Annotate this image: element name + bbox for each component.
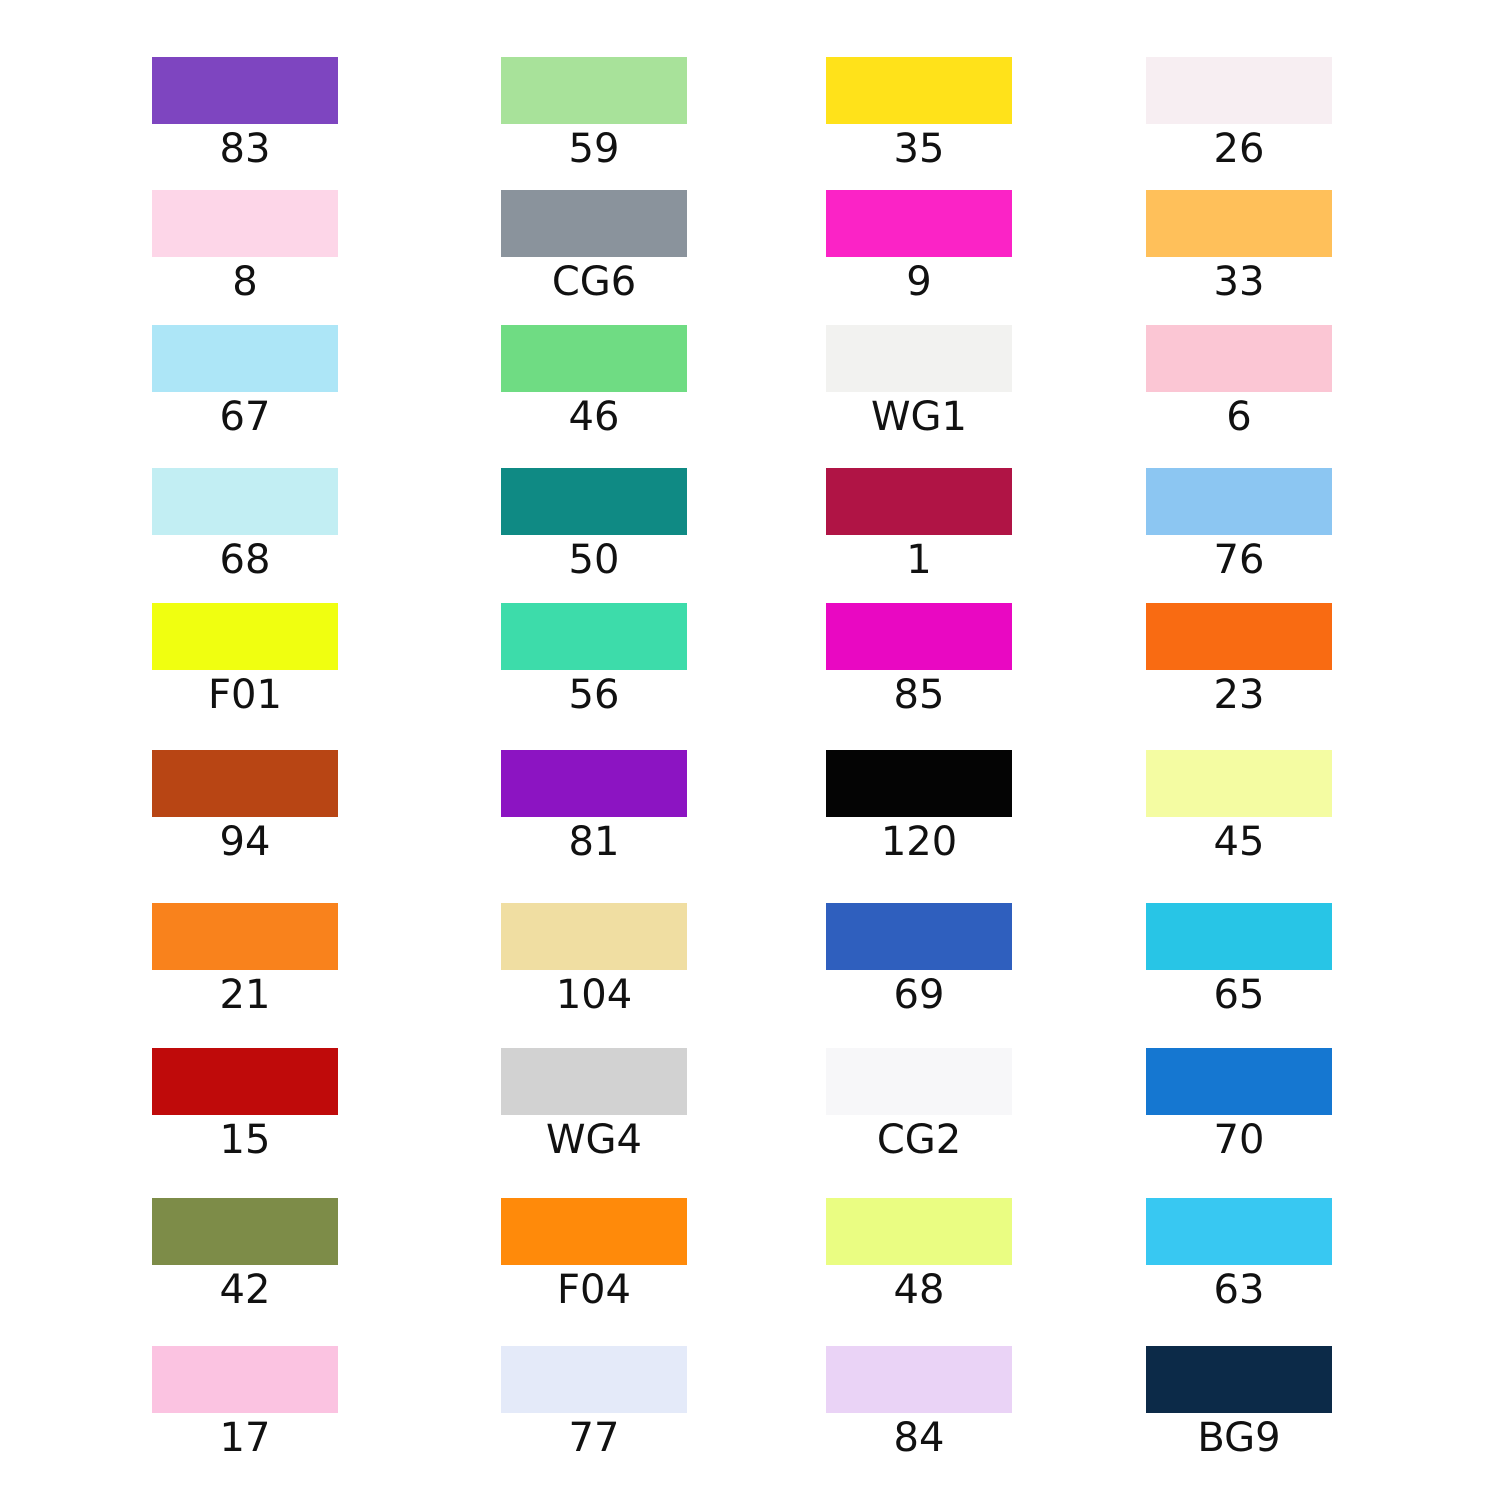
swatch-label: 26 (1214, 126, 1265, 172)
color-swatch (1146, 190, 1332, 257)
color-swatch (152, 190, 338, 257)
color-swatch (501, 468, 687, 535)
swatch-label: 104 (556, 972, 632, 1018)
swatch-label: 6 (1226, 394, 1251, 440)
swatch-label: 33 (1214, 259, 1265, 305)
color-swatch (826, 325, 1012, 392)
color-swatch (501, 1346, 687, 1413)
swatch-label: 35 (894, 126, 945, 172)
swatch-label: 46 (569, 394, 620, 440)
swatch-label: 120 (881, 819, 957, 865)
color-swatch (826, 603, 1012, 670)
color-swatch (826, 57, 1012, 124)
color-swatch (501, 750, 687, 817)
swatch-label: 76 (1214, 537, 1265, 583)
color-swatch (1146, 57, 1332, 124)
swatch-label: 94 (220, 819, 271, 865)
swatch-label: 9 (906, 259, 931, 305)
color-swatch (152, 750, 338, 817)
color-swatch (152, 325, 338, 392)
swatch-label: 17 (220, 1415, 271, 1461)
color-swatch (826, 1346, 1012, 1413)
swatch-label: 63 (1214, 1267, 1265, 1313)
swatch-label: 50 (569, 537, 620, 583)
color-swatch (826, 1198, 1012, 1265)
color-swatch (152, 603, 338, 670)
swatch-label: 83 (220, 126, 271, 172)
color-swatch (1146, 1346, 1332, 1413)
color-swatch (826, 190, 1012, 257)
swatch-label: F01 (208, 672, 282, 718)
swatch-label: CG2 (877, 1117, 961, 1163)
color-swatch (1146, 750, 1332, 817)
swatch-label: 21 (220, 972, 271, 1018)
color-swatch (152, 1198, 338, 1265)
swatch-label: 67 (220, 394, 271, 440)
color-swatch (152, 468, 338, 535)
color-swatch (152, 903, 338, 970)
swatch-label: 77 (569, 1415, 620, 1461)
swatch-label: 59 (569, 126, 620, 172)
color-swatch (1146, 468, 1332, 535)
swatch-label: 45 (1214, 819, 1265, 865)
swatch-label: 85 (894, 672, 945, 718)
swatch-label: 56 (569, 672, 620, 718)
swatch-label: 68 (220, 537, 271, 583)
color-swatch (152, 1048, 338, 1115)
color-swatch (1146, 1198, 1332, 1265)
color-swatch (826, 1048, 1012, 1115)
swatch-label: 23 (1214, 672, 1265, 718)
swatch-label: 42 (220, 1267, 271, 1313)
swatch-label: CG6 (552, 259, 636, 305)
swatch-label: 69 (894, 972, 945, 1018)
swatch-label: F04 (557, 1267, 631, 1313)
swatch-label: 84 (894, 1415, 945, 1461)
color-swatch (1146, 903, 1332, 970)
swatch-label: 65 (1214, 972, 1265, 1018)
color-swatch (501, 1048, 687, 1115)
swatch-label: WG4 (546, 1117, 642, 1163)
swatch-label: 48 (894, 1267, 945, 1313)
color-swatch (501, 1198, 687, 1265)
color-swatch (1146, 603, 1332, 670)
color-swatch (501, 603, 687, 670)
color-swatch (826, 903, 1012, 970)
swatch-label: 1 (906, 537, 931, 583)
swatch-label: BG9 (1197, 1415, 1280, 1461)
swatch-label: 8 (232, 259, 257, 305)
color-swatch (501, 325, 687, 392)
color-swatch (152, 1346, 338, 1413)
color-swatch (1146, 325, 1332, 392)
color-swatch (501, 903, 687, 970)
swatch-label: WG1 (871, 394, 967, 440)
swatch-label: 15 (220, 1117, 271, 1163)
color-swatch (826, 750, 1012, 817)
color-swatch (1146, 1048, 1332, 1115)
color-swatch (152, 57, 338, 124)
color-swatch (826, 468, 1012, 535)
swatch-label: 70 (1214, 1117, 1265, 1163)
color-swatch (501, 190, 687, 257)
color-swatch (501, 57, 687, 124)
swatch-label: 81 (569, 819, 620, 865)
